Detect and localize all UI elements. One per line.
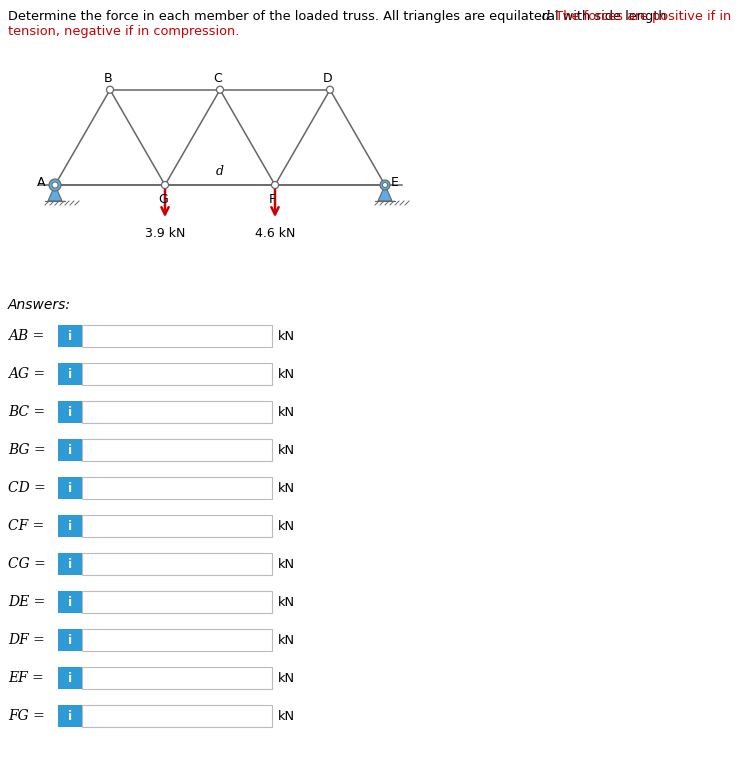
Circle shape (49, 179, 61, 191)
FancyBboxPatch shape (58, 667, 82, 689)
Text: i: i (68, 329, 72, 342)
Text: i: i (68, 520, 72, 532)
FancyBboxPatch shape (82, 439, 272, 461)
FancyBboxPatch shape (82, 591, 272, 613)
Text: A: A (36, 176, 45, 189)
Text: d: d (542, 10, 550, 23)
Text: Answers:: Answers: (8, 298, 71, 312)
Text: i: i (68, 710, 72, 723)
Text: kN: kN (278, 671, 295, 684)
Text: DF =: DF = (8, 633, 45, 647)
Circle shape (271, 181, 279, 188)
FancyBboxPatch shape (82, 705, 272, 727)
FancyBboxPatch shape (58, 629, 82, 651)
Text: BG =: BG = (8, 443, 46, 457)
Text: kN: kN (278, 368, 295, 381)
Text: kN: kN (278, 634, 295, 647)
Text: i: i (68, 405, 72, 418)
Circle shape (327, 86, 333, 93)
Text: B: B (103, 72, 112, 85)
Text: BC =: BC = (8, 405, 45, 419)
Circle shape (162, 181, 168, 188)
Text: kN: kN (278, 329, 295, 342)
Circle shape (106, 86, 114, 93)
FancyBboxPatch shape (82, 515, 272, 537)
Text: DE =: DE = (8, 595, 45, 609)
Text: FG =: FG = (8, 709, 45, 723)
Text: D: D (323, 72, 333, 85)
Text: i: i (68, 481, 72, 494)
Text: F: F (269, 193, 276, 206)
Text: i: i (68, 368, 72, 381)
Text: kN: kN (278, 444, 295, 457)
Text: 3.9 kN: 3.9 kN (145, 227, 185, 240)
Text: C: C (214, 72, 222, 85)
FancyBboxPatch shape (58, 363, 82, 385)
Text: EF =: EF = (8, 671, 44, 685)
Text: kN: kN (278, 710, 295, 723)
FancyBboxPatch shape (58, 477, 82, 499)
Text: AG =: AG = (8, 367, 45, 381)
Circle shape (381, 181, 389, 188)
Text: 4.6 kN: 4.6 kN (255, 227, 295, 240)
Text: CG =: CG = (8, 557, 46, 571)
Text: tension, negative if in compression.: tension, negative if in compression. (8, 25, 239, 38)
Text: E: E (391, 176, 399, 189)
Text: kN: kN (278, 405, 295, 418)
Text: kN: kN (278, 481, 295, 494)
Text: AB =: AB = (8, 329, 44, 343)
FancyBboxPatch shape (58, 439, 82, 461)
Text: CD =: CD = (8, 481, 46, 495)
Text: G: G (158, 193, 168, 206)
Circle shape (383, 182, 387, 188)
Text: CF =: CF = (8, 519, 44, 533)
Circle shape (217, 86, 223, 93)
FancyBboxPatch shape (82, 363, 272, 385)
Text: Determine the force in each member of the loaded truss. All triangles are equila: Determine the force in each member of th… (8, 10, 671, 23)
FancyBboxPatch shape (82, 553, 272, 575)
FancyBboxPatch shape (82, 401, 272, 423)
Text: kN: kN (278, 520, 295, 532)
Polygon shape (48, 185, 62, 201)
Text: kN: kN (278, 595, 295, 608)
Text: . The forces are positive if in: . The forces are positive if in (547, 10, 732, 23)
Text: i: i (68, 558, 72, 571)
FancyBboxPatch shape (58, 401, 82, 423)
Text: kN: kN (278, 558, 295, 571)
Text: i: i (68, 634, 72, 647)
FancyBboxPatch shape (58, 553, 82, 575)
FancyBboxPatch shape (58, 591, 82, 613)
FancyBboxPatch shape (82, 477, 272, 499)
FancyBboxPatch shape (58, 325, 82, 347)
Circle shape (52, 182, 58, 188)
FancyBboxPatch shape (82, 667, 272, 689)
Polygon shape (378, 185, 392, 201)
FancyBboxPatch shape (58, 705, 82, 727)
Text: i: i (68, 444, 72, 457)
Text: i: i (68, 595, 72, 608)
FancyBboxPatch shape (82, 629, 272, 651)
FancyBboxPatch shape (82, 325, 272, 347)
Circle shape (52, 181, 58, 188)
Text: i: i (68, 671, 72, 684)
FancyBboxPatch shape (58, 515, 82, 537)
Circle shape (380, 180, 390, 190)
Text: d: d (216, 165, 224, 178)
